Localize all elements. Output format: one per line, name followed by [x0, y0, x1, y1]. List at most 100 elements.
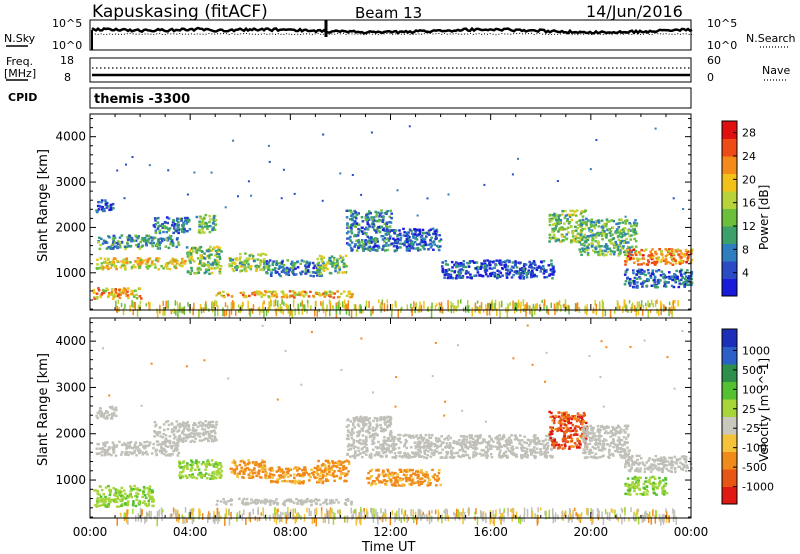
velocity-cell — [238, 470, 242, 473]
velocity-cell — [427, 481, 430, 484]
power-cell — [641, 285, 644, 288]
power-region — [97, 234, 181, 251]
power-cell — [152, 224, 156, 227]
velocity-cell — [371, 448, 375, 451]
power-cell — [683, 280, 687, 284]
velocity-cell — [248, 471, 252, 474]
velocity-cell — [435, 484, 438, 487]
power-cell — [654, 284, 658, 288]
power-cell — [282, 267, 286, 270]
velocity-cell — [97, 499, 101, 503]
velocity-cell — [209, 477, 212, 480]
power-cell — [378, 213, 382, 216]
velocity-cell — [410, 483, 413, 486]
noise-search-trace — [92, 32, 693, 36]
power-cell — [255, 292, 259, 295]
power-cell — [462, 263, 465, 266]
power-cell — [380, 304, 383, 308]
power-cell — [548, 273, 552, 276]
power-cell — [528, 271, 531, 274]
power-cell — [451, 277, 455, 280]
power-cell — [674, 249, 677, 252]
power-cell — [550, 273, 553, 276]
velocity-cell — [208, 422, 211, 425]
velocity-cell — [392, 476, 395, 480]
velocity-region — [95, 405, 118, 420]
power-cell — [422, 232, 426, 235]
velocity-cell — [211, 477, 215, 481]
velocity-cell — [375, 453, 378, 456]
power-cell — [617, 244, 621, 247]
power-cell — [211, 228, 214, 232]
power-cell — [188, 228, 192, 231]
velocity-cell — [384, 428, 388, 432]
power-cell — [536, 266, 539, 269]
power-cell — [572, 239, 575, 242]
power-cell — [208, 272, 211, 275]
power-cell — [240, 304, 242, 310]
power-cell — [625, 252, 629, 256]
velocity-cell — [171, 444, 175, 448]
velocity-cell — [327, 465, 331, 468]
power-cell — [183, 219, 187, 223]
power-cell — [238, 258, 242, 261]
power-cell — [373, 238, 377, 241]
power-cell — [236, 266, 239, 269]
power-cell — [334, 269, 337, 273]
velocity-cell — [375, 451, 379, 454]
power-cell — [398, 242, 402, 245]
velocity-cell — [159, 435, 162, 438]
power-cell — [171, 224, 174, 227]
power-cell — [316, 257, 319, 261]
power-cell — [413, 240, 417, 244]
velocity-cell — [394, 478, 397, 482]
power-cell — [210, 249, 214, 252]
power-cell — [575, 209, 579, 212]
power-cell — [619, 232, 622, 235]
power-cell — [270, 271, 273, 274]
power-cell — [258, 292, 262, 295]
power-cell — [360, 239, 364, 242]
power-cell — [602, 308, 604, 317]
power-cell — [350, 293, 354, 296]
power-cell — [388, 237, 392, 240]
velocity-cell — [263, 466, 267, 470]
velocity-cell — [193, 432, 197, 436]
velocity-cell — [244, 501, 248, 505]
power-cell — [412, 243, 415, 246]
velocity-cell — [335, 474, 339, 478]
velocity-cell — [188, 435, 191, 438]
power-cell — [400, 306, 403, 310]
velocity-cell — [421, 472, 425, 475]
power-cell — [199, 260, 202, 263]
velocity-cell — [268, 476, 271, 479]
power-y-tick-label: 2000 — [55, 220, 86, 234]
velocity-cell — [100, 503, 104, 506]
velocity-cell — [276, 480, 279, 483]
power-cell — [518, 275, 522, 278]
power-cell — [517, 299, 520, 304]
power-cell — [472, 261, 476, 264]
velocity-cell — [331, 499, 334, 502]
power-cell — [570, 213, 574, 217]
power-cell — [675, 269, 678, 273]
power-cell — [649, 250, 652, 253]
power-cell — [291, 290, 295, 293]
power-cell — [488, 302, 490, 309]
velocity-cell — [164, 420, 168, 424]
power-cell — [97, 241, 100, 244]
power-cell — [376, 227, 379, 230]
velocity-cell — [288, 499, 291, 502]
power-cell — [600, 225, 604, 229]
power-cell — [553, 214, 556, 217]
power-cell — [280, 265, 284, 269]
power-cell — [161, 237, 165, 241]
power-cell — [186, 218, 190, 222]
power-cell — [108, 293, 112, 296]
power-cell — [366, 228, 370, 231]
power-region — [95, 199, 115, 214]
power-cell — [624, 260, 627, 263]
velocity-cell — [96, 500, 99, 503]
velocity-cell — [263, 464, 267, 468]
power-cell — [368, 241, 371, 245]
